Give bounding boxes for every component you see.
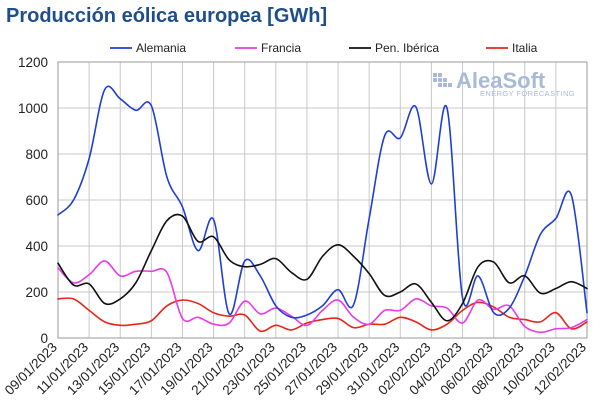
aleasoft-logo-icon — [433, 73, 452, 87]
y-tick-label: 200 — [25, 285, 48, 300]
watermark-tagline: ENERGY FORECASTING — [480, 89, 575, 98]
legend-label-francia: Francia — [261, 41, 301, 55]
series-line-alemania — [57, 85, 588, 319]
series-line-francia — [57, 260, 588, 334]
gridlines — [57, 61, 588, 339]
y-tick-label: 600 — [25, 193, 48, 208]
legend: Alemania Francia Pen. Ibérica Italia — [110, 41, 538, 55]
y-tick-label: 1200 — [18, 55, 48, 70]
plot-area-border — [57, 61, 588, 339]
y-axis-ticks: 0 200 400 600 800 1000 1200 — [18, 55, 48, 346]
y-tick-label: 1000 — [18, 101, 48, 116]
aleasoft-watermark: AleaSoft ENERGY FORECASTING — [433, 68, 575, 98]
legend-label-pen-ib-rica: Pen. Ibérica — [375, 41, 439, 55]
chart-title: Producción eólica europea [GWh] — [6, 5, 328, 27]
x-axis-ticks: 09/01/202311/01/202313/01/202315/01/2023… — [2, 340, 589, 398]
watermark-name: AleaSoft — [456, 68, 546, 93]
y-tick-label: 800 — [25, 147, 48, 162]
y-tick-label: 400 — [25, 239, 48, 254]
series-lines — [57, 85, 588, 334]
series-line-italia — [57, 297, 588, 333]
series-line-pen-ib-rica — [57, 213, 588, 322]
legend-label-alemania: Alemania — [136, 41, 186, 55]
y-tick-label: 0 — [40, 331, 48, 346]
legend-label-italia: Italia — [512, 41, 538, 55]
